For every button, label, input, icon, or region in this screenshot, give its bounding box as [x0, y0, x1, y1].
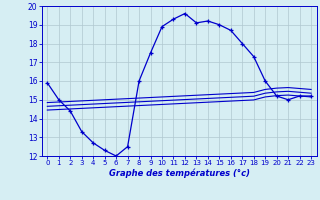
X-axis label: Graphe des températures (°c): Graphe des températures (°c) [109, 169, 250, 178]
